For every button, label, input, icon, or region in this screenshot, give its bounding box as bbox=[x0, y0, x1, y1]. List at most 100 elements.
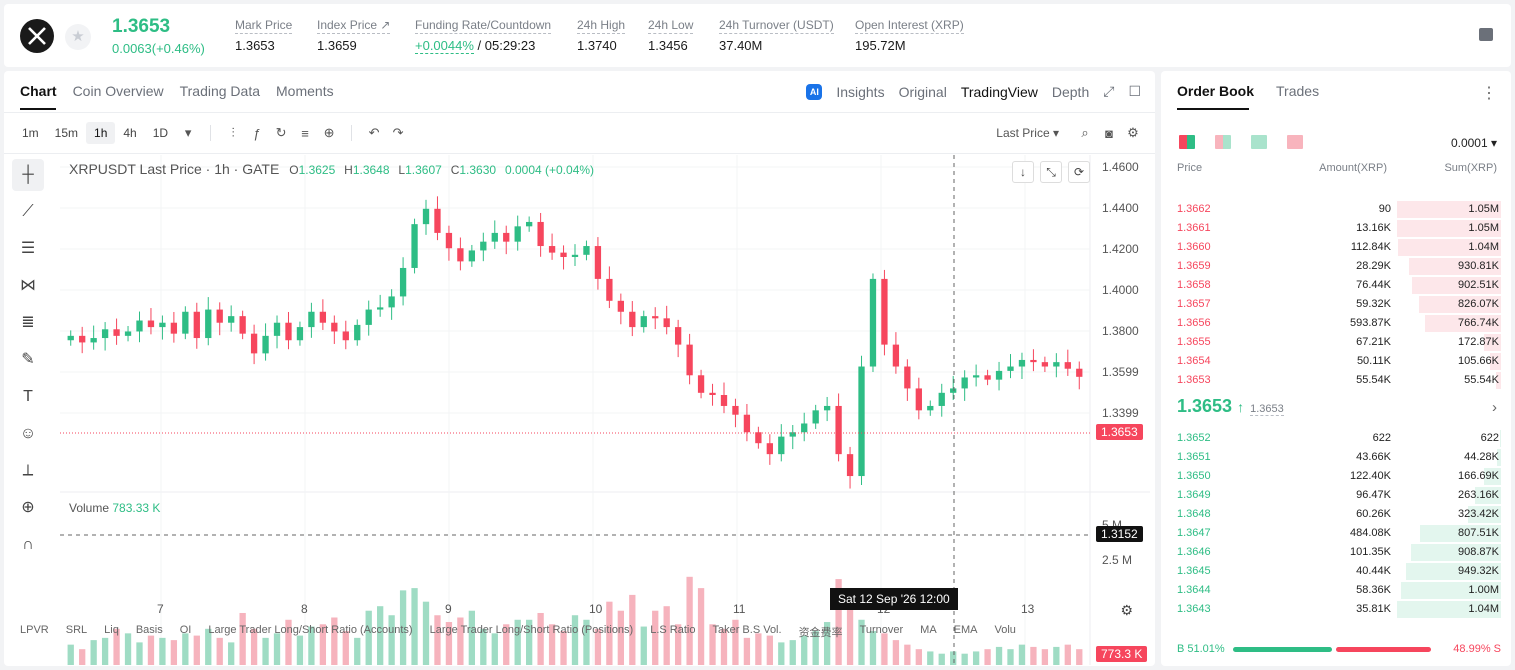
indicator-ma[interactable]: MA bbox=[920, 624, 937, 636]
view-insights[interactable]: Insights bbox=[836, 83, 885, 100]
camera-icon[interactable]: ◙ bbox=[1105, 125, 1113, 141]
indicator-ls-ratio[interactable]: L.S Ratio bbox=[650, 624, 696, 636]
interval-4h[interactable]: 4h bbox=[123, 126, 137, 140]
ask-row[interactable]: 1.3658 76.44K 902.51K bbox=[1161, 276, 1511, 295]
indicator-basis[interactable]: Basis bbox=[135, 624, 163, 636]
ob-mode-split-icon[interactable] bbox=[1215, 135, 1231, 149]
more-icon[interactable]: ⋮ bbox=[1481, 85, 1497, 102]
tab-trades[interactable]: Trades bbox=[1276, 83, 1320, 99]
bid-row[interactable]: 1.3646 101.35K 908.87K bbox=[1161, 543, 1511, 562]
compare-icon[interactable]: ↻ bbox=[275, 125, 287, 140]
favorite-star-icon[interactable]: ★ bbox=[65, 24, 91, 50]
redo-icon[interactable]: ↷ bbox=[392, 125, 404, 140]
stat-index-price[interactable]: Index Price ↗ 1.3659 bbox=[317, 18, 391, 53]
indicator-lpvr[interactable]: LPVR bbox=[20, 624, 49, 636]
candle-body bbox=[319, 311, 327, 323]
indicator-turnover[interactable]: Turnover bbox=[859, 624, 904, 636]
zoom-icon[interactable]: ⊕ bbox=[21, 499, 35, 516]
expand-icon[interactable]: ⤢ bbox=[1103, 83, 1115, 99]
tab-order-book[interactable]: Order Book bbox=[1177, 83, 1255, 99]
pattern-icon[interactable]: ⋈ bbox=[20, 277, 36, 294]
tab-coin-overview[interactable]: Coin Overview bbox=[72, 83, 164, 99]
ask-row[interactable]: 1.3653 55.54K 55.54K bbox=[1161, 371, 1511, 390]
indicator-oi[interactable]: OI bbox=[179, 624, 192, 636]
view-depth[interactable]: Depth bbox=[1051, 83, 1090, 100]
undo-icon[interactable]: ↶ bbox=[368, 125, 380, 140]
view-original[interactable]: Original bbox=[898, 83, 947, 100]
last-price-select[interactable]: Last Price ▾ bbox=[996, 126, 1059, 140]
indicator-taker-bs[interactable]: Taker B.S Vol. bbox=[712, 624, 782, 636]
window-icon[interactable]: ☐ bbox=[1128, 83, 1141, 99]
bid-row[interactable]: 1.3647 484.08K 807.51K bbox=[1161, 524, 1511, 543]
interval-1h[interactable]: 1h bbox=[86, 122, 116, 144]
candle-body bbox=[927, 405, 934, 411]
candle-body bbox=[101, 329, 109, 339]
candle-body bbox=[1076, 368, 1083, 377]
indicator-ema[interactable]: EMA bbox=[953, 624, 978, 636]
text-icon[interactable]: T bbox=[23, 388, 33, 405]
book-icon[interactable] bbox=[1479, 28, 1493, 41]
ask-row[interactable]: 1.3656 593.87K 766.74K bbox=[1161, 314, 1511, 333]
indicators-icon[interactable]: ƒ bbox=[253, 125, 261, 141]
magnet-icon[interactable]: ∩ bbox=[22, 536, 34, 553]
ask-sum: 1.04M bbox=[1468, 241, 1499, 253]
indicator-lt-positions[interactable]: Large Trader Long/Short Ratio (Positions… bbox=[429, 624, 634, 636]
ask-row[interactable]: 1.3660 112.84K 1.04M bbox=[1161, 238, 1511, 257]
ask-sum: 930.81K bbox=[1458, 260, 1499, 272]
indicator-volume[interactable]: Volu bbox=[994, 624, 1016, 636]
chart-area[interactable]: 1.4600 1.4400 1.4200 1.4000 1.3800 1.3599 1.33… bbox=[60, 155, 1150, 665]
bid-row[interactable]: 1.3644 58.36K 1.00M bbox=[1161, 581, 1511, 600]
bid-row[interactable]: 1.3648 60.26K 323.42K bbox=[1161, 505, 1511, 524]
horizontal-lines-icon[interactable]: ☰ bbox=[20, 240, 36, 257]
bid-row[interactable]: 1.3650 122.40K 166.69K bbox=[1161, 467, 1511, 486]
bid-row[interactable]: 1.3651 43.66K 44.28K bbox=[1161, 448, 1511, 467]
refresh-icon[interactable]: ⟳ bbox=[1068, 161, 1090, 183]
add-alert-icon[interactable]: ⊕ bbox=[323, 125, 335, 140]
ask-row[interactable]: 1.3655 67.21K 172.87K bbox=[1161, 333, 1511, 352]
settings-gear-icon[interactable]: ⚙ bbox=[1120, 602, 1133, 618]
ask-price: 1.3660 bbox=[1177, 241, 1211, 253]
ask-row[interactable]: 1.3661 13.16K 1.05M bbox=[1161, 219, 1511, 238]
precision-select[interactable]: 0.0001 ▾ bbox=[1450, 136, 1497, 150]
candlestick-chart[interactable]: 1.4600 1.4400 1.4200 1.4000 1.3800 1.3599 1.33… bbox=[60, 155, 1150, 665]
crosshair-icon[interactable]: ┼ bbox=[12, 159, 44, 191]
bid-row[interactable]: 1.3643 35.81K 1.04M bbox=[1161, 600, 1511, 619]
chevron-right-icon[interactable]: › bbox=[1492, 399, 1497, 416]
ob-mode-asks-icon[interactable] bbox=[1287, 135, 1303, 149]
bid-row[interactable]: 1.3649 96.47K 263.16K bbox=[1161, 486, 1511, 505]
search-icon[interactable]: ⌕ bbox=[1081, 125, 1089, 140]
arrow-down-icon[interactable]: ↓ bbox=[1012, 161, 1034, 183]
template-icon[interactable]: ≡ bbox=[301, 125, 309, 141]
bid-row[interactable]: 1.3645 40.44K 949.32K bbox=[1161, 562, 1511, 581]
candles-icon[interactable]: ⫶ bbox=[231, 125, 235, 140]
ask-row[interactable]: 1.3654 50.11K 105.66K bbox=[1161, 352, 1511, 371]
ask-depth-bar bbox=[1398, 239, 1501, 256]
ask-row[interactable]: 1.3662 90 1.05M bbox=[1161, 200, 1511, 219]
ask-row[interactable]: 1.3657 59.32K 826.07K bbox=[1161, 295, 1511, 314]
trendline-icon[interactable]: ⟋ bbox=[22, 203, 34, 220]
tab-moments[interactable]: Moments bbox=[276, 83, 334, 99]
indicator-srl[interactable]: SRL bbox=[65, 624, 88, 636]
collapse-icon[interactable]: ⤡ bbox=[1040, 161, 1062, 183]
chevron-down-icon[interactable]: ▾ bbox=[184, 125, 192, 140]
ob-mode-both-icon[interactable] bbox=[1179, 135, 1195, 149]
interval-15m[interactable]: 15m bbox=[54, 126, 79, 140]
interval-1d[interactable]: 1D bbox=[152, 126, 169, 140]
indicator-lt-accounts[interactable]: Large Trader Long/Short Ratio (Accounts) bbox=[208, 624, 413, 636]
tab-chart[interactable]: Chart bbox=[20, 83, 57, 99]
bid-row[interactable]: 1.3652 622 622 bbox=[1161, 429, 1511, 448]
candle-body bbox=[514, 226, 521, 242]
brush-icon[interactable]: ✎ bbox=[21, 351, 35, 368]
fib-icon[interactable]: ≣ bbox=[21, 314, 35, 331]
indicator-funding-rate[interactable]: 资金费率 bbox=[798, 627, 843, 639]
volume-bar bbox=[709, 624, 716, 665]
ask-row[interactable]: 1.3659 28.29K 930.81K bbox=[1161, 257, 1511, 276]
interval-1m[interactable]: 1m bbox=[22, 126, 39, 140]
emoji-icon[interactable]: ☺ bbox=[19, 425, 37, 442]
tab-trading-data[interactable]: Trading Data bbox=[179, 83, 261, 99]
view-tradingview[interactable]: TradingView bbox=[960, 83, 1038, 100]
gear-icon[interactable]: ⚙ bbox=[1127, 125, 1139, 140]
ruler-icon[interactable]: ⟂ bbox=[22, 462, 34, 479]
ob-mode-bids-icon[interactable] bbox=[1251, 135, 1267, 149]
indicator-liq[interactable]: Liq bbox=[104, 624, 119, 636]
